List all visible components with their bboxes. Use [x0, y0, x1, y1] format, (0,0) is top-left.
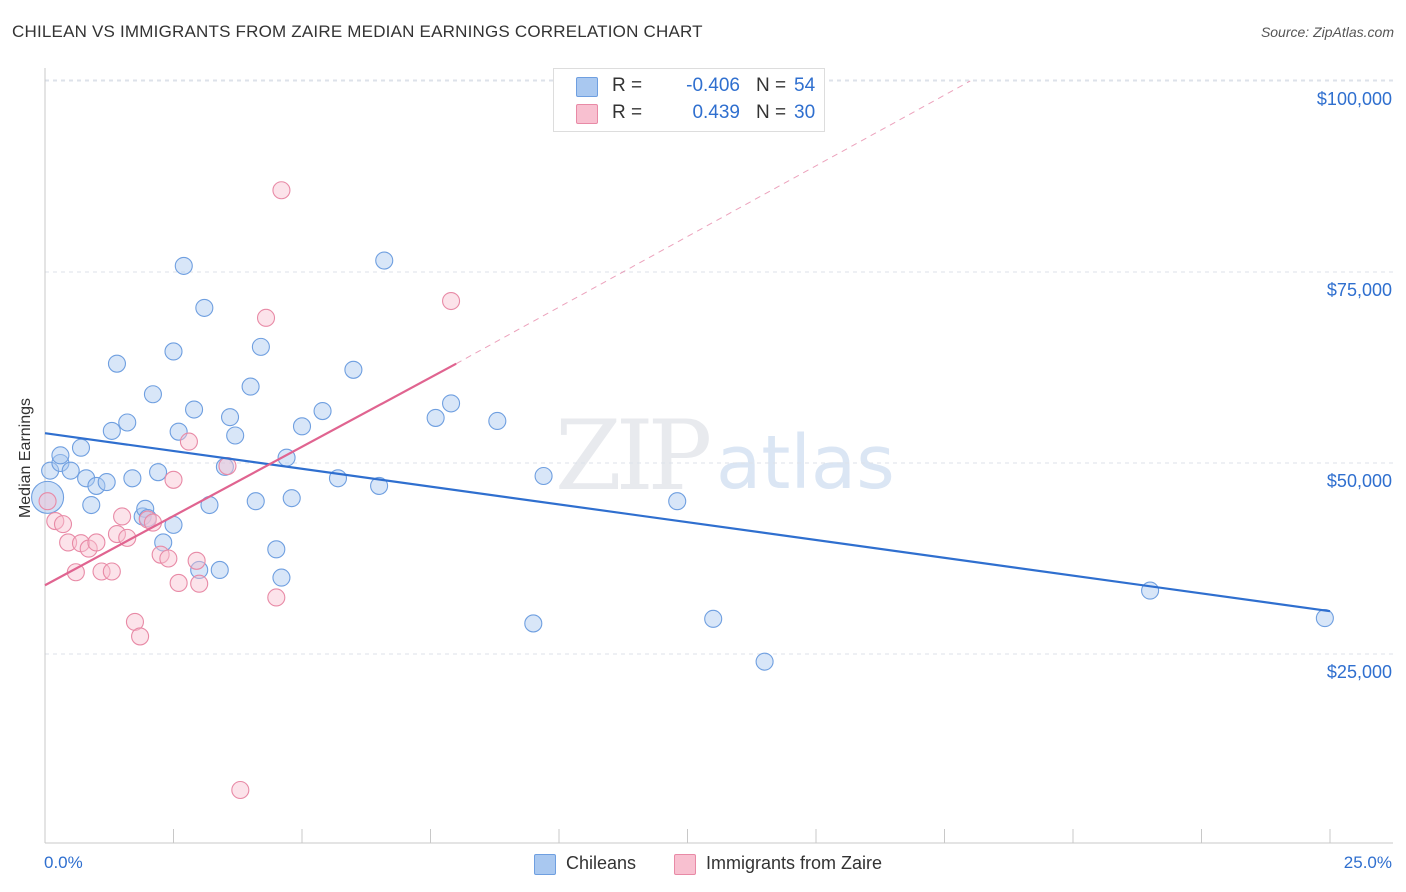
chileans-point: [195, 298, 214, 317]
chileans-point: [51, 453, 70, 473]
legend-n-label: N =: [756, 102, 787, 123]
zaire-point: [138, 510, 157, 529]
chileans-point: [77, 469, 96, 488]
zaire-point: [113, 507, 132, 526]
chileans-point: [246, 492, 265, 511]
legend-r-value: -0.406: [686, 75, 740, 96]
chileans-point: [370, 476, 389, 495]
chileans-point: [51, 446, 70, 465]
chileans-point: [267, 540, 286, 559]
zaire-trend-extension: [455, 80, 971, 365]
zaire-point: [38, 492, 57, 511]
chileans-point: [149, 463, 168, 482]
chileans-point: [41, 461, 60, 480]
zaire-point: [107, 525, 127, 544]
zaire-point: [256, 308, 276, 327]
chileans-point: [174, 256, 193, 275]
zaire-point: [159, 549, 178, 568]
chart-source: Source: ZipAtlas.com: [1260, 24, 1394, 40]
chileans-point: [226, 426, 245, 445]
zaire-point: [187, 551, 206, 570]
zaire-trend-line: [44, 362, 457, 587]
zaire-point: [143, 513, 162, 532]
y-tick-label: $75,000: [1327, 280, 1392, 300]
chileans-point: [534, 466, 553, 486]
zaire-point: [190, 574, 209, 593]
chileans-point: [344, 360, 363, 379]
chileans-point: [87, 476, 106, 495]
x-tick-label-max: 25.0%: [1343, 853, 1392, 872]
chileans-point: [210, 560, 229, 580]
chileans-point: [143, 385, 162, 404]
legend-swatch-zaire: [576, 104, 598, 124]
legend-r-value: 0.439: [692, 102, 740, 123]
zaire-point: [131, 627, 150, 646]
zaire-point: [102, 562, 121, 581]
chileans-point: [82, 495, 101, 515]
bottom-legend-swatch-zaire: [674, 854, 696, 875]
chileans-point: [292, 417, 312, 436]
chileans-point: [251, 337, 270, 356]
y-tick-label: $100,000: [1317, 89, 1392, 109]
correlation-legend: R = -0.406 N = 54 R = 0.439 N = 30: [553, 68, 825, 132]
chileans-point: [241, 377, 260, 396]
chileans-point: [282, 489, 301, 508]
zaire-point: [53, 515, 73, 534]
chileans-point: [313, 401, 332, 421]
chileans-point: [488, 411, 507, 431]
chileans-point: [97, 473, 116, 492]
zaire-point: [164, 470, 183, 489]
zaire-point: [92, 562, 111, 581]
chileans-point: [123, 469, 142, 488]
chileans-point: [118, 413, 137, 432]
legend-n-value: 30: [794, 102, 816, 123]
zaire-point: [59, 533, 78, 552]
chileans-point: [71, 438, 91, 457]
legend-r-label: R =: [612, 102, 643, 123]
watermark-zip: ZIP: [555, 400, 712, 512]
y-tick-label: $50,000: [1327, 471, 1392, 491]
zaire-point: [442, 291, 461, 311]
chileans-trend-line: [44, 432, 1331, 613]
zaire-point: [169, 573, 188, 592]
chileans-point: [524, 614, 543, 633]
chileans-point: [668, 492, 687, 511]
chileans-point: [185, 400, 204, 419]
chart-title: CHILEAN VS IMMIGRANTS FROM ZAIRE MEDIAN …: [12, 22, 703, 41]
zaire-point: [272, 181, 291, 200]
chileans-point: [755, 652, 774, 671]
chileans-point: [61, 461, 80, 480]
zaire-point: [179, 432, 198, 451]
y-axis-label: Median Earnings: [17, 397, 34, 519]
bottom-legend-swatch-chileans: [534, 854, 556, 875]
legend-n-value: 54: [794, 75, 816, 96]
bottom-legend-label: Immigrants from Zaire: [706, 853, 883, 873]
chileans-point: [107, 354, 127, 373]
chileans-point: [220, 408, 240, 427]
chileans-point: [375, 251, 394, 270]
bottom-legend-label: Chileans: [566, 853, 637, 873]
y-tick-label: $25,000: [1327, 662, 1392, 682]
chileans-point: [102, 421, 121, 440]
chileans-point: [442, 394, 461, 413]
zaire-point: [267, 588, 286, 607]
zaire-point: [125, 612, 144, 631]
chileans-point: [704, 609, 723, 628]
chileans-point: [426, 408, 445, 427]
legend-n-label: N =: [756, 75, 787, 96]
legend-r-label: R =: [612, 75, 643, 96]
chileans-point: [272, 568, 291, 587]
legend-swatch-chileans: [576, 77, 598, 97]
zaire-point: [87, 533, 106, 552]
zaire-point: [231, 780, 250, 800]
x-tick-label-min: 0.0%: [44, 853, 83, 872]
chileans-point: [1315, 609, 1334, 628]
chileans-point: [164, 342, 183, 361]
